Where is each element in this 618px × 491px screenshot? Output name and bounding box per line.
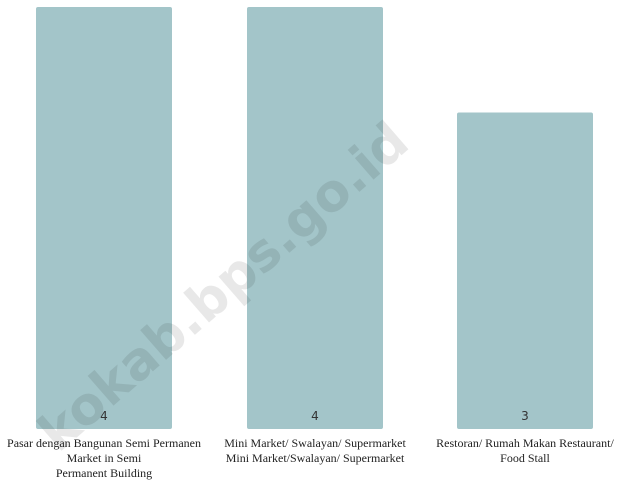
category-label-3-line-2: Food Stall xyxy=(500,451,550,465)
bars-group xyxy=(36,7,593,429)
category-label-2-line-1: Mini Market/ Swalayan/ Supermarket xyxy=(224,436,406,450)
data-label-3: 3 xyxy=(521,409,529,423)
category-labels-group: Pasar dengan Bangunan Semi Permanen Marke… xyxy=(7,436,614,480)
data-labels-group: 4 4 3 xyxy=(100,409,529,423)
data-label-2: 4 xyxy=(311,409,319,423)
bar-1 xyxy=(36,7,172,429)
category-label-2: Mini Market/ Swalayan/ Supermarket Mini M… xyxy=(224,436,406,465)
category-label-1-line-2: Market in Semi xyxy=(67,451,142,465)
category-label-1-line-3: Permanent Building xyxy=(56,466,152,480)
category-label-2-line-2: Mini Market/Swalayan/ Supermarket xyxy=(226,451,405,465)
bar-3 xyxy=(457,112,593,429)
category-label-3-line-1: Restoran/ Rumah Makan Restaurant/ xyxy=(436,436,614,450)
bar-2 xyxy=(247,7,383,429)
category-label-1-line-1: Pasar dengan Bangunan Semi Permanen xyxy=(7,436,201,450)
data-label-1: 4 xyxy=(100,409,108,423)
category-label-3: Restoran/ Rumah Makan Restaurant/Food St… xyxy=(436,436,614,465)
category-label-1: Pasar dengan Bangunan Semi Permanen Marke… xyxy=(7,436,201,480)
